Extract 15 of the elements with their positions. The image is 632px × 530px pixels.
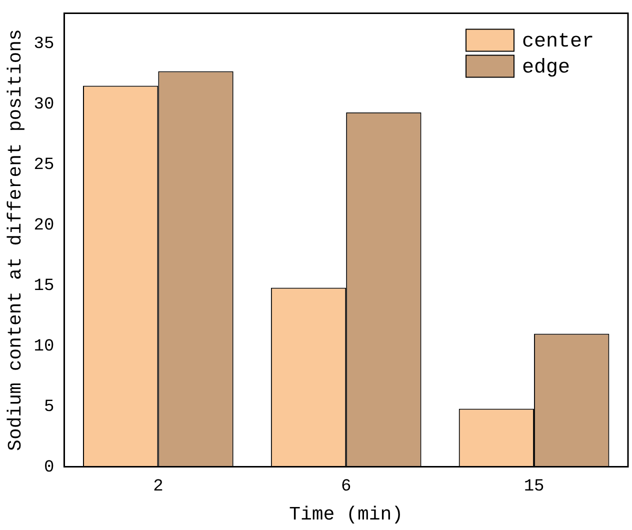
x-axis-title: Time (min) xyxy=(289,504,404,526)
y-tick-label: 35 xyxy=(34,34,54,54)
x-tick-label: 6 xyxy=(341,478,352,496)
y-tick-label: 30 xyxy=(34,95,54,114)
y-tick-label: 10 xyxy=(34,337,54,356)
y-tick-label: 15 xyxy=(34,276,54,296)
y-axis-title: Sodium content at different positions xyxy=(4,29,26,451)
x-tick-label: 15 xyxy=(524,478,544,496)
y-tick-label: 25 xyxy=(34,156,54,175)
legend-label: edge xyxy=(522,56,570,80)
y-tick-label: 5 xyxy=(44,398,54,417)
y-tick-label: 0 xyxy=(44,458,54,478)
x-tick-label: 2 xyxy=(153,478,164,496)
y-tick-label: 20 xyxy=(34,216,54,236)
legend-label: center xyxy=(522,30,594,54)
